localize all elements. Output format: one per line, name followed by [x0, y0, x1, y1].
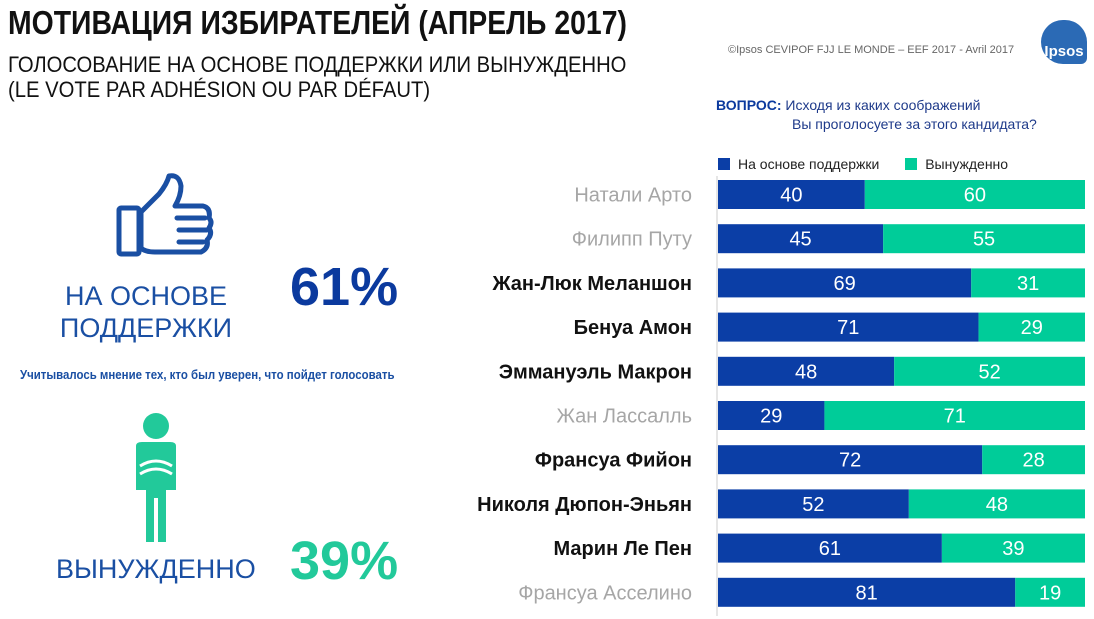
- data-label: 69: [833, 273, 855, 295]
- subtitle-line-1: ГОЛОСОВАНИЕ НА ОСНОВЕ ПОДДЕРЖКИ ИЛИ ВЫНУ…: [8, 52, 627, 77]
- legend-swatch-forced: [905, 158, 918, 170]
- bar-support: [718, 356, 895, 386]
- forced-summary-label: ВЫНУЖДЕННО: [56, 554, 256, 584]
- data-label: 61: [819, 538, 841, 560]
- data-label: 48: [986, 494, 1008, 516]
- legend-label-support: На основе поддержки: [738, 156, 880, 172]
- chart-legend: На основе поддержки Вынужденно: [718, 156, 1030, 173]
- data-label: 31: [1017, 273, 1039, 295]
- bar-forced: [894, 356, 1085, 386]
- bar-support: [718, 180, 865, 209]
- category-label: Бенуа Амон: [574, 317, 692, 339]
- bar-forced: [883, 224, 1085, 254]
- category-label: Франсуа Асселино: [518, 582, 692, 604]
- bar-forced: [864, 180, 1085, 209]
- legend-item-forced: Вынужденно: [905, 156, 1008, 172]
- data-label: 55: [973, 229, 995, 251]
- bar-forced: [978, 312, 1085, 342]
- bar-forced: [941, 533, 1085, 563]
- data-label: 19: [1039, 582, 1061, 604]
- forced-percentage: 39%: [290, 531, 399, 591]
- data-label: 29: [1021, 317, 1043, 339]
- data-label: 39: [1002, 538, 1024, 560]
- bar-forced: [982, 445, 1085, 475]
- data-label: 71: [837, 317, 859, 339]
- data-label: 45: [789, 229, 811, 251]
- category-label: Марин Ле Пен: [554, 538, 692, 560]
- thumbs-up-icon: [116, 173, 214, 257]
- bar-support: [718, 312, 979, 342]
- question-line-1: Исходя из каких соображений: [785, 97, 981, 113]
- category-label: Николя Дюпон-Эньян: [477, 494, 692, 516]
- category-label: Франсуа Фийон: [535, 450, 692, 472]
- copyright-text: ©Ipsos CEVIPOF FJJ LE MONDE – EEF 2017 -…: [728, 44, 1015, 56]
- bar-support: [718, 577, 1016, 607]
- sample-note: Учитывалось мнение тех, кто был уверен, …: [20, 367, 395, 382]
- data-label: 28: [1022, 450, 1044, 472]
- category-label: Жан-Люк Меланшон: [491, 273, 692, 295]
- bar-support: [718, 224, 884, 254]
- data-label: 60: [964, 185, 986, 207]
- data-label: 81: [856, 582, 878, 604]
- bar-support: [718, 489, 909, 519]
- data-label: 29: [760, 406, 782, 428]
- category-label: Эммануэль Макрон: [499, 361, 692, 383]
- bar-forced: [1015, 577, 1085, 607]
- category-label: Натали Арто: [574, 185, 692, 207]
- legend-swatch-support: [718, 158, 730, 170]
- legend-item-support: На основе поддержки: [718, 156, 879, 172]
- ipsos-logo: Ipsos: [1041, 20, 1087, 64]
- support-summary-label: НА ОСНОВЕ ПОДДЕРЖКИ: [56, 280, 236, 344]
- bar-forced: [908, 489, 1085, 519]
- data-label: 52: [802, 494, 824, 516]
- data-label: 71: [944, 406, 966, 428]
- data-label: 52: [978, 361, 1000, 383]
- bar-support: [718, 533, 942, 563]
- category-label: Филипп Путу: [572, 229, 692, 251]
- data-label: 40: [780, 185, 802, 207]
- support-percentage: 61%: [290, 257, 399, 317]
- bar-forced: [971, 268, 1085, 298]
- page-title: МОТИВАЦИЯ ИЗБИРАТЕЛЕЙ (АПРЕЛЬ 2017): [8, 4, 627, 41]
- data-label: 48: [795, 361, 817, 383]
- subtitle-line-2: (LE VOTE PAR ADHÉSION OU PAR DÉFAUT): [8, 77, 431, 102]
- bar-support: [718, 401, 825, 430]
- page-subtitle: ГОЛОСОВАНИЕ НА ОСНОВЕ ПОДДЕРЖКИ ИЛИ ВЫНУ…: [8, 52, 626, 102]
- data-label: 72: [839, 450, 861, 472]
- bar-support: [718, 268, 972, 298]
- question-block: ВОПРОС: Исходя из каких соображений Вы п…: [716, 96, 1037, 134]
- legend-label-forced: Вынужденно: [925, 156, 1009, 172]
- bar-support: [718, 445, 983, 475]
- support-label-line-1: НА ОСНОВЕ: [64, 281, 228, 311]
- question-label: ВОПРОС:: [716, 97, 782, 113]
- person-arms-crossed-icon: [136, 413, 176, 542]
- support-label-line-2: ПОДДЕРЖКИ: [59, 313, 233, 343]
- bar-forced: [824, 401, 1085, 430]
- category-label: Жан Лассалль: [556, 406, 692, 428]
- question-line-2: Вы проголосуете за этого кандидата?: [792, 116, 1037, 132]
